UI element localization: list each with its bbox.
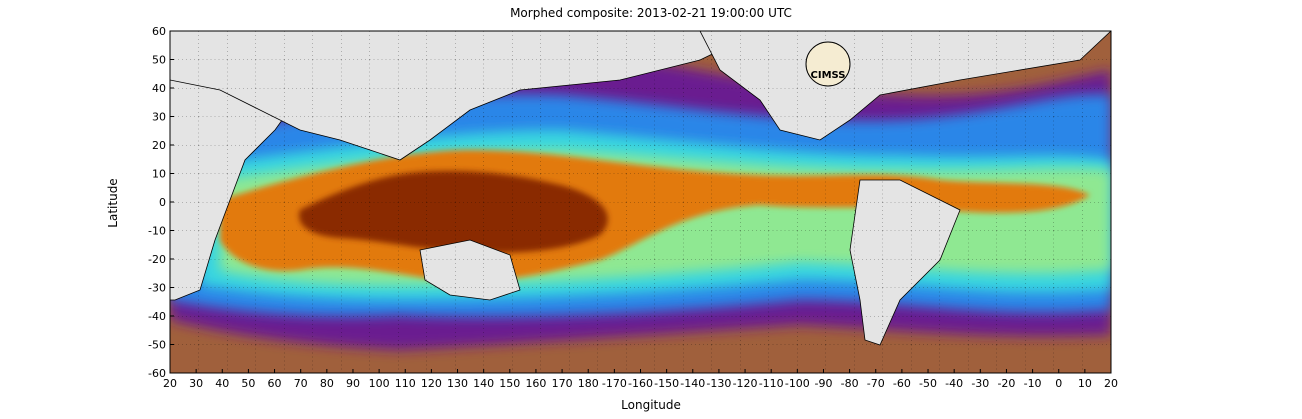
x-tick-label: 50 xyxy=(241,377,255,390)
x-tick-label: 180 xyxy=(578,377,599,390)
x-axis-label: Longitude xyxy=(621,398,681,412)
x-tick-label: -120 xyxy=(733,377,758,390)
x-tick-label: 130 xyxy=(447,377,468,390)
y-tick-label: 30 xyxy=(152,111,166,124)
x-tick-label: 80 xyxy=(320,377,334,390)
x-tick-label: -40 xyxy=(945,377,963,390)
x-tick-label: -130 xyxy=(706,377,731,390)
x-tick-label: 150 xyxy=(499,377,520,390)
y-tick-label: -10 xyxy=(148,225,166,238)
x-tick-label: -50 xyxy=(919,377,937,390)
x-tick-label: 90 xyxy=(346,377,360,390)
x-tick-label: -100 xyxy=(785,377,810,390)
x-tick-label: -140 xyxy=(680,377,705,390)
y-tick-label: 10 xyxy=(152,168,166,181)
x-tick-label: -160 xyxy=(628,377,653,390)
moisture-field xyxy=(170,31,1111,373)
x-tick-label: 100 xyxy=(369,377,390,390)
x-tick-label: -20 xyxy=(997,377,1015,390)
x-tick-label: 110 xyxy=(395,377,416,390)
y-tick-label: 20 xyxy=(152,139,166,152)
y-tick-label: -20 xyxy=(148,253,166,266)
y-tick-labels: 60 50 40 30 20 10 0 -10 -20 -30 -40 -50 -60 xyxy=(148,25,174,380)
x-tick-label: 140 xyxy=(473,377,494,390)
x-tick-label: 20 xyxy=(1104,377,1118,390)
x-tick-label: -90 xyxy=(814,377,832,390)
y-tick-label: 50 xyxy=(152,54,166,67)
graticule xyxy=(170,31,1111,373)
y-tick-label: -50 xyxy=(148,339,166,352)
x-tick-label: 30 xyxy=(189,377,203,390)
x-tick-label: 70 xyxy=(294,377,308,390)
y-tick-label: 60 xyxy=(152,25,166,38)
y-tick-label: -60 xyxy=(148,367,166,380)
x-tick-label: -110 xyxy=(759,377,784,390)
y-tick-label: -30 xyxy=(148,282,166,295)
x-tick-label: -70 xyxy=(867,377,885,390)
x-tick-label: 10 xyxy=(1078,377,1092,390)
logo-text: CIMSS xyxy=(811,70,846,81)
y-tick-label: 40 xyxy=(152,82,166,95)
x-tick-labels: 20 30 40 50 60 70 80 90 100 110 120 130 140 150 160 170… xyxy=(163,369,1118,390)
x-tick-label: -60 xyxy=(893,377,911,390)
x-tick-label: 170 xyxy=(552,377,573,390)
x-tick-label: 0 xyxy=(1055,377,1062,390)
x-tick-label: 40 xyxy=(215,377,229,390)
x-tick-label: -170 xyxy=(602,377,627,390)
y-tick-label: -40 xyxy=(148,310,166,323)
logo-disc xyxy=(805,41,851,87)
cimss-logo: CIMSS xyxy=(805,41,851,87)
x-tick-label: 60 xyxy=(268,377,282,390)
x-tick-label: -10 xyxy=(1024,377,1042,390)
y-tick-label: 0 xyxy=(159,196,166,209)
x-tick-label: -30 xyxy=(971,377,989,390)
x-tick-label: 120 xyxy=(421,377,442,390)
x-tick-label: -150 xyxy=(654,377,679,390)
x-tick-label: 160 xyxy=(525,377,546,390)
map-title: Morphed composite: 2013-02-21 19:00:00 U… xyxy=(510,6,792,20)
x-tick-label: 20 xyxy=(163,377,177,390)
x-tick-label: -80 xyxy=(841,377,859,390)
